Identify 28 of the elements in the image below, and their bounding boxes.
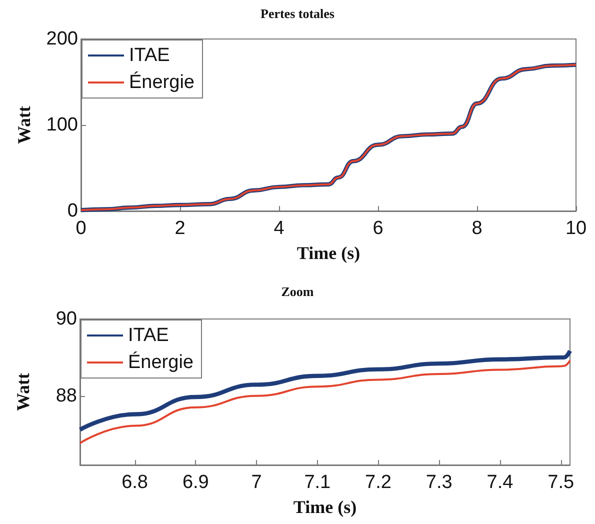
x-axis-title: Time (s): [293, 497, 357, 517]
x-tick-label: 10: [565, 218, 587, 239]
y-tick-label: 90: [56, 308, 77, 330]
legend-label: Énergie: [128, 351, 194, 373]
y-axis-title: Watt: [14, 106, 34, 144]
x-tick-label: 6.8: [122, 472, 148, 493]
chart-title: Pertes totales: [260, 6, 334, 21]
x-tick-label: 7.4: [486, 472, 514, 493]
x-tick-label: 8: [472, 218, 482, 239]
y-tick-label: 100: [46, 114, 78, 136]
y-tick-label: 200: [46, 28, 78, 50]
x-tick-label: 6: [372, 218, 384, 239]
legend-label: ITAE: [128, 325, 169, 346]
x-axis-title: Time (s): [296, 243, 360, 263]
chart-title: Zoom: [281, 284, 314, 299]
x-tick-label: 7.3: [426, 472, 452, 493]
x-tick-label: 7.1: [304, 472, 331, 493]
legend-label: ITAE: [129, 45, 170, 66]
legend-label: Énergie: [129, 71, 194, 93]
x-tick-label: 2: [174, 218, 186, 239]
x-tick-label: 6.9: [182, 472, 209, 493]
x-tick-label: 7: [251, 472, 262, 493]
x-tick-label: 7.5: [548, 472, 574, 493]
x-tick-label: 7.2: [365, 472, 392, 493]
x-tick-label: 4: [274, 218, 285, 239]
y-tick-label: 88: [56, 385, 77, 406]
y-tick-label: 0: [67, 200, 78, 222]
y-axis-title: Watt: [13, 373, 33, 411]
